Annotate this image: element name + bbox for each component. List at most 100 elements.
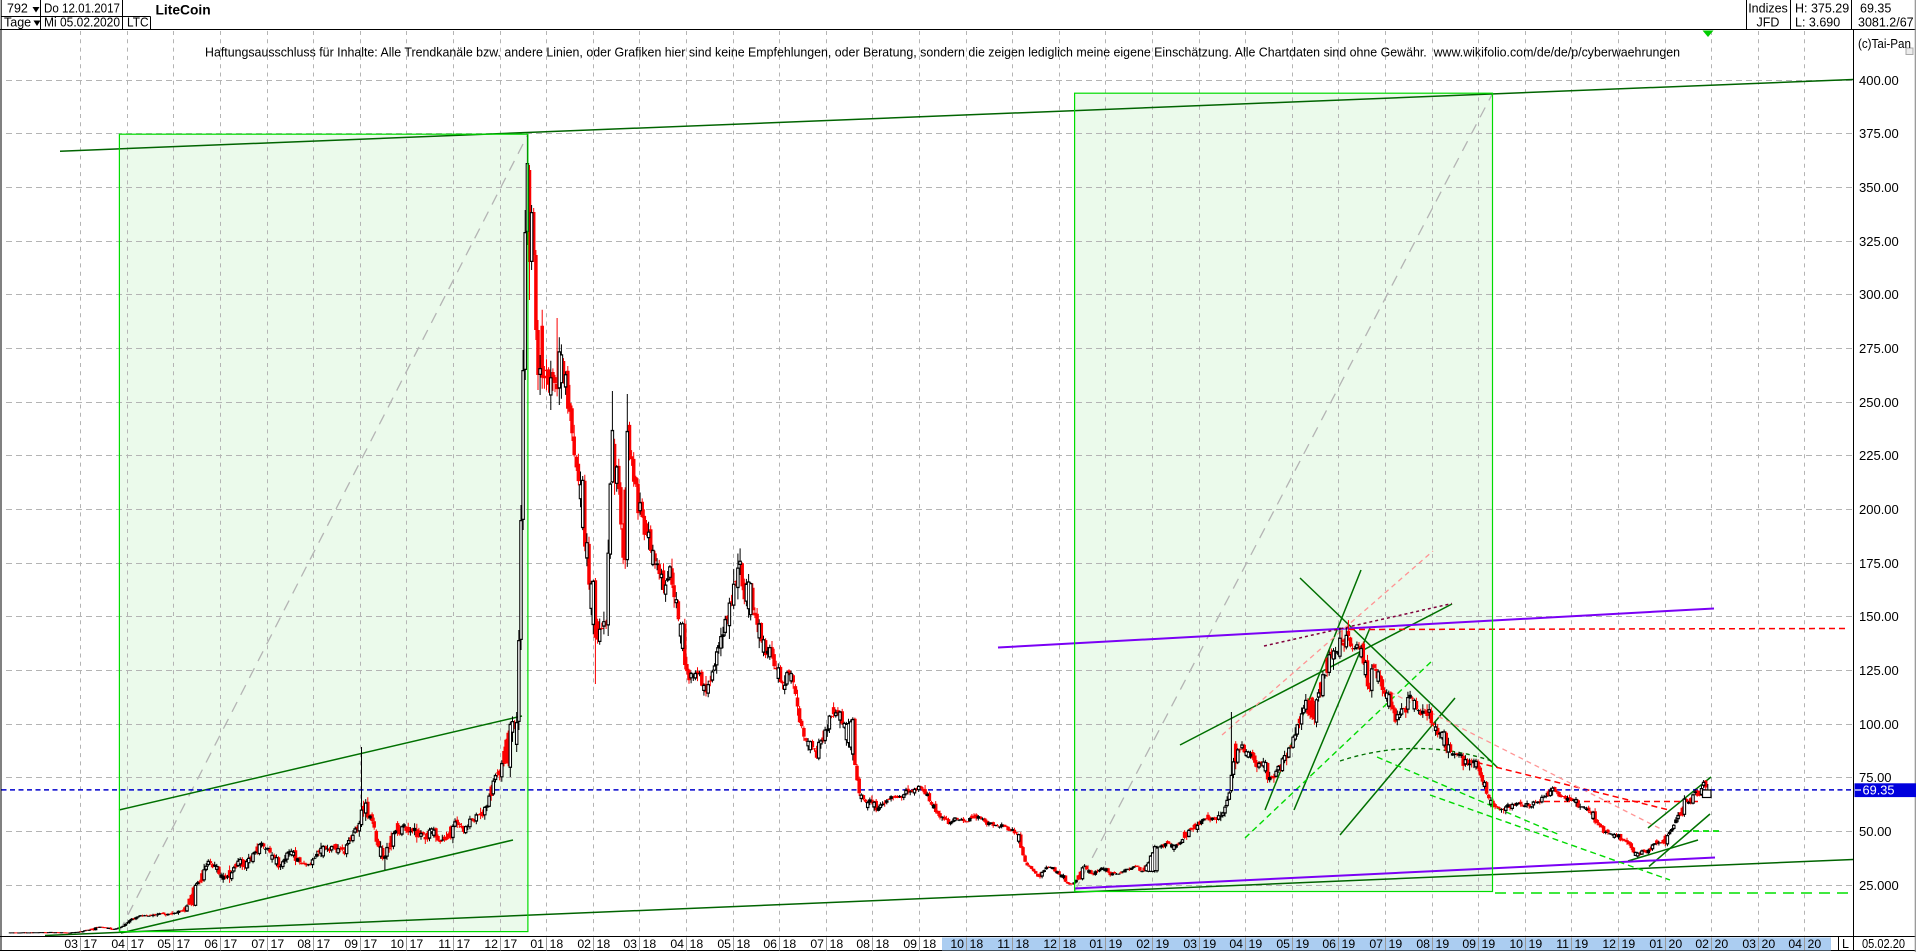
svg-text:150.00: 150.00 <box>1859 609 1899 624</box>
svg-text:05: 05 <box>157 937 171 951</box>
svg-text:17: 17 <box>317 937 331 951</box>
svg-text:18: 18 <box>690 937 704 951</box>
svg-text:19: 19 <box>1296 937 1310 951</box>
svg-text:12: 12 <box>1602 937 1616 951</box>
svg-text:18: 18 <box>1063 937 1077 951</box>
svg-text:10: 10 <box>1509 937 1523 951</box>
svg-text:04: 04 <box>1788 937 1802 951</box>
svg-text:08: 08 <box>297 937 311 951</box>
svg-text:275.00: 275.00 <box>1859 341 1899 356</box>
svg-text:375.00: 375.00 <box>1859 126 1899 141</box>
svg-text:03: 03 <box>64 937 78 951</box>
svg-text:11: 11 <box>438 937 451 951</box>
svg-text:11: 11 <box>997 937 1010 951</box>
svg-text:225.00: 225.00 <box>1859 448 1899 463</box>
svg-text:H: 375.29: H: 375.29 <box>1795 2 1849 16</box>
svg-text:17: 17 <box>364 937 378 951</box>
svg-text:350.00: 350.00 <box>1859 180 1899 195</box>
svg-text:09: 09 <box>1462 937 1476 951</box>
svg-text:Indizes: Indizes <box>1748 2 1788 16</box>
svg-text:17: 17 <box>224 937 238 951</box>
svg-text:50.00: 50.00 <box>1859 824 1892 839</box>
svg-text:08: 08 <box>1416 937 1430 951</box>
svg-text:06: 06 <box>204 937 218 951</box>
svg-text:100.00: 100.00 <box>1859 717 1899 732</box>
svg-text:01: 01 <box>1649 937 1663 951</box>
svg-text:L: L <box>1842 937 1849 951</box>
svg-text:3081.2/67: 3081.2/67 <box>1858 16 1914 30</box>
svg-text:01: 01 <box>530 937 544 951</box>
svg-text:18: 18 <box>830 937 844 951</box>
svg-text:300.00: 300.00 <box>1859 287 1899 302</box>
svg-text:19: 19 <box>1156 937 1170 951</box>
svg-text:18: 18 <box>643 937 657 951</box>
svg-text:01: 01 <box>1089 937 1103 951</box>
svg-text:Haftungsausschluss für Inhalte: Haftungsausschluss für Inhalte: Alle Tre… <box>205 45 1680 60</box>
svg-text:19: 19 <box>1249 937 1263 951</box>
svg-text:JFD: JFD <box>1757 16 1780 30</box>
svg-text:325.00: 325.00 <box>1859 234 1899 249</box>
svg-text:125.00: 125.00 <box>1859 663 1899 678</box>
svg-text:06: 06 <box>763 937 777 951</box>
svg-text:19: 19 <box>1203 937 1217 951</box>
svg-text:02: 02 <box>1695 937 1709 951</box>
svg-text:17: 17 <box>177 937 191 951</box>
svg-text:02: 02 <box>577 937 591 951</box>
svg-text:LiteCoin: LiteCoin <box>156 3 211 18</box>
svg-text:18: 18 <box>1016 937 1030 951</box>
svg-text:03: 03 <box>1183 937 1197 951</box>
svg-text:04: 04 <box>1229 937 1243 951</box>
svg-text:07: 07 <box>251 937 265 951</box>
svg-text:20: 20 <box>1808 937 1822 951</box>
svg-text:LTC: LTC <box>127 16 149 30</box>
svg-text:19: 19 <box>1342 937 1356 951</box>
svg-text:18: 18 <box>923 937 937 951</box>
svg-text:20: 20 <box>1715 937 1729 951</box>
svg-text:09: 09 <box>344 937 358 951</box>
svg-text:10: 10 <box>950 937 964 951</box>
svg-text:19: 19 <box>1622 937 1636 951</box>
svg-text:18: 18 <box>737 937 751 951</box>
svg-text:17: 17 <box>457 937 471 951</box>
svg-text:19: 19 <box>1109 937 1123 951</box>
svg-text:05.02.20: 05.02.20 <box>1862 937 1905 951</box>
svg-text:Tage: Tage <box>4 16 31 30</box>
svg-text:12: 12 <box>484 937 498 951</box>
svg-text:08: 08 <box>856 937 870 951</box>
svg-text:18: 18 <box>597 937 611 951</box>
svg-text:04: 04 <box>670 937 684 951</box>
svg-text:792: 792 <box>7 2 28 16</box>
svg-text:18: 18 <box>970 937 984 951</box>
svg-text:07: 07 <box>1369 937 1383 951</box>
svg-text:17: 17 <box>410 937 424 951</box>
svg-text:L: 3.690: L: 3.690 <box>1795 16 1840 30</box>
svg-text:17: 17 <box>271 937 285 951</box>
svg-text:19: 19 <box>1389 937 1403 951</box>
svg-text:250.00: 250.00 <box>1859 395 1899 410</box>
svg-text:18: 18 <box>783 937 797 951</box>
svg-text:05: 05 <box>717 937 731 951</box>
svg-text:18: 18 <box>876 937 890 951</box>
svg-text:Do 12.01.2017: Do 12.01.2017 <box>44 2 120 16</box>
svg-text:17: 17 <box>131 937 145 951</box>
svg-text:200.00: 200.00 <box>1859 502 1899 517</box>
svg-text:04: 04 <box>111 937 125 951</box>
svg-text:69.35: 69.35 <box>1860 2 1891 16</box>
svg-text:(c)Tai-Pan: (c)Tai-Pan <box>1858 37 1911 51</box>
svg-text:19: 19 <box>1436 937 1450 951</box>
svg-text:18: 18 <box>550 937 564 951</box>
svg-text:17: 17 <box>504 937 518 951</box>
svg-text:10: 10 <box>390 937 404 951</box>
svg-text:03: 03 <box>1742 937 1756 951</box>
svg-text:20: 20 <box>1669 937 1683 951</box>
svg-text:06: 06 <box>1322 937 1336 951</box>
svg-text:Mi 05.02.2020: Mi 05.02.2020 <box>44 16 120 30</box>
svg-text:400.00: 400.00 <box>1859 73 1899 88</box>
svg-text:11: 11 <box>1556 937 1569 951</box>
svg-text:25.000: 25.000 <box>1859 878 1899 893</box>
svg-text:12: 12 <box>1043 937 1057 951</box>
svg-text:02: 02 <box>1136 937 1150 951</box>
svg-text:20: 20 <box>1762 937 1776 951</box>
svg-text:175.00: 175.00 <box>1859 556 1899 571</box>
svg-text:09: 09 <box>903 937 917 951</box>
